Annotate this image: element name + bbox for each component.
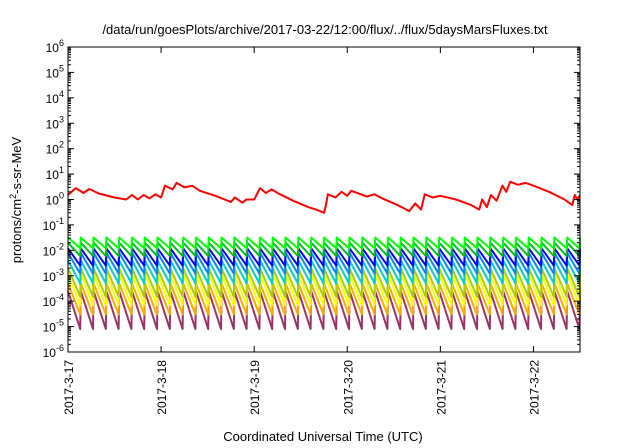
x-axis-label: Coordinated Universal Time (UTC) — [223, 429, 422, 444]
x-tick-label: 2017-3-18 — [155, 360, 169, 415]
y-tick-label: 10-6 — [43, 343, 64, 360]
y-tick-label: 10-5 — [43, 318, 64, 335]
x-tick-label: 2017-3-21 — [434, 360, 448, 415]
y-tick-label: 10-1 — [43, 216, 64, 233]
x-tick-label: 2017-3-17 — [62, 360, 76, 415]
y-tick-label: 103 — [46, 114, 64, 131]
plot-lines — [67, 180, 581, 330]
y-axis-label: protons/cm2-s-sr-MeV — [8, 136, 24, 263]
y-tick-label: 104 — [46, 89, 64, 106]
y-tick-label: 100 — [46, 191, 64, 208]
y-tick-label: 106 — [46, 38, 64, 55]
y-tick-label: 10-3 — [43, 267, 64, 284]
x-axis: 2017-3-17 2017-3-18 2017-3-19 2017-3-20 2017… — [62, 47, 541, 415]
y-axis: 10-6 10-5 10-4 10-3 10-2 10-1 100 101 102 103 104 1… — [43, 38, 580, 360]
chart-title: /data/run/goesPlots/archive/2017-03-22/1… — [102, 22, 548, 37]
series-line-0 — [67, 180, 581, 214]
y-tick-label: 102 — [46, 140, 64, 157]
y-tick-label: 105 — [46, 63, 64, 80]
y-tick-label: 101 — [46, 165, 64, 182]
y-tick-label: 10-4 — [43, 292, 64, 309]
x-tick-label: 2017-3-19 — [248, 360, 262, 415]
x-tick-label: 2017-3-20 — [341, 360, 355, 415]
y-tick-label: 10-2 — [43, 241, 64, 258]
series-line-1 — [67, 236, 581, 250]
x-tick-label: 2017-3-22 — [527, 360, 541, 415]
